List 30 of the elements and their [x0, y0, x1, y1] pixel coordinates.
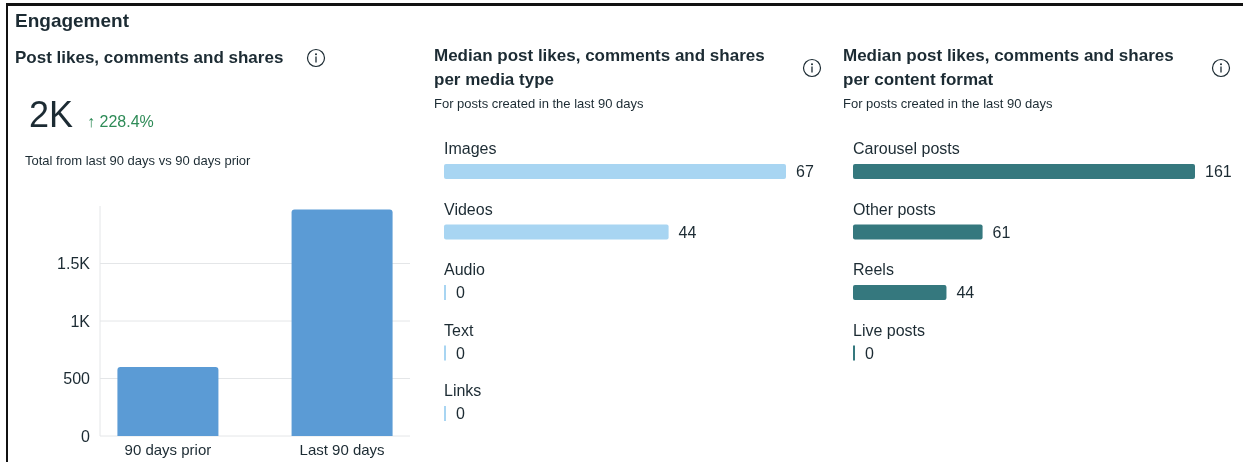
y-tick-label: 0	[81, 427, 91, 445]
text: ↑ 228.4%	[87, 113, 154, 130]
text: Total from last 90 days vs 90 days prior	[25, 153, 251, 168]
chart-title: Median post likes, comments and shares per content format	[843, 45, 1175, 91]
y-tick-label: Images	[444, 140, 497, 157]
data-label: 161	[1205, 163, 1232, 180]
y-tick-label: Links	[444, 382, 482, 399]
y-tick-label: Videos	[444, 200, 493, 218]
data-label: 67	[796, 163, 814, 180]
chart-subtitle: For posts created in the last 90 days	[843, 96, 1053, 111]
data-label: 61	[992, 223, 1011, 241]
chart-subtitle: For posts created in the last 90 days	[434, 96, 644, 111]
y-tick-label: 500	[63, 370, 91, 388]
chart-title: Median post likes, comments and shares per media type	[434, 45, 766, 91]
data-label: 44	[678, 223, 697, 241]
y-tick-label: Reels	[853, 261, 894, 278]
y-tick-label: Live posts	[853, 321, 926, 339]
y-tick-label: Text	[444, 321, 474, 339]
x-tick-label: Last 90 days	[299, 440, 385, 458]
y-tick-label: Other posts	[853, 200, 936, 218]
text: Engagement	[15, 10, 130, 32]
data-label: 44	[956, 284, 975, 301]
x-tick-label: 90 days prior	[124, 440, 212, 458]
y-tick-label: Audio	[444, 261, 486, 278]
chart-title: Post likes, comments and shares	[15, 48, 284, 67]
text: 2K	[29, 94, 74, 135]
y-tick-label: 1K	[70, 312, 91, 330]
data-label: 0	[865, 344, 874, 362]
y-tick-label: 1.5K	[57, 255, 91, 273]
y-tick-label: Carousel posts	[853, 140, 960, 157]
